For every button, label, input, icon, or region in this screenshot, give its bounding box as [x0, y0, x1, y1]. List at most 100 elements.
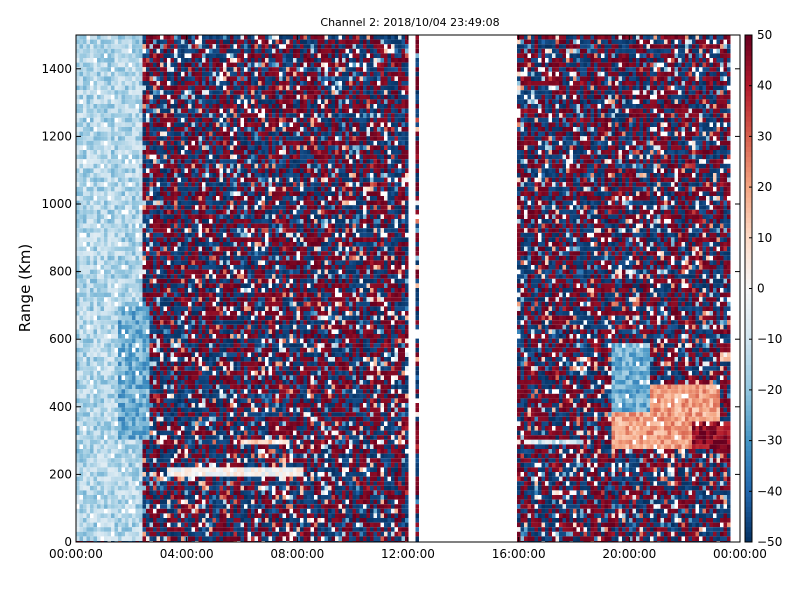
heatmap-cell: [83, 104, 87, 109]
heatmap-cell: [76, 462, 80, 468]
heatmap-cell: [163, 58, 167, 63]
heatmap-cell: [177, 522, 181, 528]
heatmap-cell: [160, 398, 164, 403]
heatmap-cell: [111, 237, 115, 242]
heatmap-cell: [230, 499, 234, 505]
heatmap-cell: [156, 67, 160, 72]
heatmap-cell: [86, 495, 90, 500]
heatmap-cell: [156, 343, 160, 348]
heatmap-cell: [237, 228, 241, 233]
heatmap-cell: [170, 334, 174, 339]
heatmap-cell: [174, 71, 178, 77]
heatmap-cell: [226, 223, 230, 229]
heatmap-cell: [198, 439, 202, 445]
heatmap-cell: [97, 536, 101, 541]
heatmap-cell: [181, 453, 185, 459]
heatmap-cell: [149, 90, 153, 95]
heatmap-cell: [233, 366, 237, 371]
heatmap-cell: [153, 159, 157, 164]
heatmap-cell: [146, 485, 150, 491]
heatmap-cell: [142, 196, 146, 201]
heatmap-cell: [100, 209, 104, 215]
heatmap-cell: [226, 467, 230, 472]
heatmap-cell: [90, 407, 94, 413]
heatmap-cell: [233, 453, 237, 459]
heatmap-cell: [160, 251, 164, 256]
heatmap-cell: [146, 347, 150, 353]
heatmap-cell: [205, 458, 209, 463]
heatmap-cell: [132, 108, 136, 114]
heatmap-cell: [219, 94, 223, 100]
heatmap-cell: [202, 458, 206, 463]
heatmap-cell: [184, 301, 188, 307]
heatmap-cell: [149, 168, 153, 173]
heatmap-cell: [76, 145, 80, 150]
heatmap-cell: [202, 145, 206, 150]
heatmap-cell: [153, 522, 157, 528]
heatmap-cell: [86, 412, 90, 417]
heatmap-cell: [149, 352, 153, 357]
heatmap-cell: [223, 329, 227, 334]
heatmap-cell: [142, 324, 146, 330]
heatmap-cell: [93, 48, 97, 54]
heatmap-cell: [104, 283, 108, 288]
heatmap-cell: [100, 444, 104, 449]
heatmap-cell: [226, 522, 230, 528]
heatmap-cell: [118, 439, 122, 445]
heatmap-cell: [198, 338, 202, 344]
heatmap-cell: [167, 237, 171, 242]
heatmap-cell: [121, 513, 125, 518]
heatmap-cell: [114, 320, 118, 325]
heatmap-cell: [100, 472, 104, 477]
heatmap-cell: [195, 329, 199, 334]
heatmap-cell: [223, 370, 227, 376]
heatmap-cell: [104, 237, 108, 242]
heatmap-cell: [156, 154, 160, 160]
heatmap-cell: [93, 357, 97, 362]
heatmap-cell: [212, 352, 216, 357]
heatmap-cell: [86, 504, 90, 509]
heatmap-cell: [181, 85, 185, 91]
heatmap-cell: [184, 531, 188, 537]
heatmap-cell: [93, 274, 97, 279]
heatmap-cell: [121, 407, 125, 413]
heatmap-cell: [230, 209, 234, 215]
heatmap-cell: [79, 389, 83, 394]
heatmap-cell: [153, 361, 157, 367]
heatmap-cell: [230, 329, 234, 334]
heatmap-cell: [177, 536, 181, 541]
heatmap-cell: [191, 380, 195, 385]
heatmap-cell: [114, 476, 118, 482]
heatmap-cell: [198, 122, 202, 127]
heatmap-cell: [107, 531, 111, 537]
heatmap-cell: [90, 67, 94, 72]
heatmap-cell: [146, 522, 150, 528]
heatmap-cell: [156, 412, 160, 417]
heatmap-cell: [174, 232, 178, 238]
heatmap-cell: [216, 311, 220, 316]
heatmap-cell: [149, 246, 153, 252]
heatmap-cell: [177, 334, 181, 339]
heatmap-cell: [237, 389, 241, 394]
heatmap-cell: [212, 182, 216, 187]
heatmap-cell: [83, 108, 87, 114]
heatmap-cell: [188, 329, 192, 334]
heatmap-cell: [93, 191, 97, 196]
heatmap-cell: [233, 242, 237, 247]
heatmap-cell: [97, 490, 101, 495]
heatmap-cell: [188, 136, 192, 141]
heatmap-cell: [216, 214, 220, 219]
heatmap-cell: [177, 62, 181, 68]
heatmap-cell: [86, 265, 90, 270]
heatmap-cell: [79, 196, 83, 201]
heatmap-cell: [135, 131, 139, 137]
heatmap-cell: [149, 269, 153, 275]
heatmap-cell: [209, 380, 213, 385]
heatmap-cell: [209, 490, 213, 495]
heatmap-cell: [188, 462, 192, 468]
heatmap-cell: [181, 458, 185, 463]
heatmap-cell: [139, 122, 143, 127]
heatmap-cell: [121, 228, 125, 233]
heatmap-cell: [135, 403, 139, 408]
heatmap-cell: [167, 274, 171, 279]
